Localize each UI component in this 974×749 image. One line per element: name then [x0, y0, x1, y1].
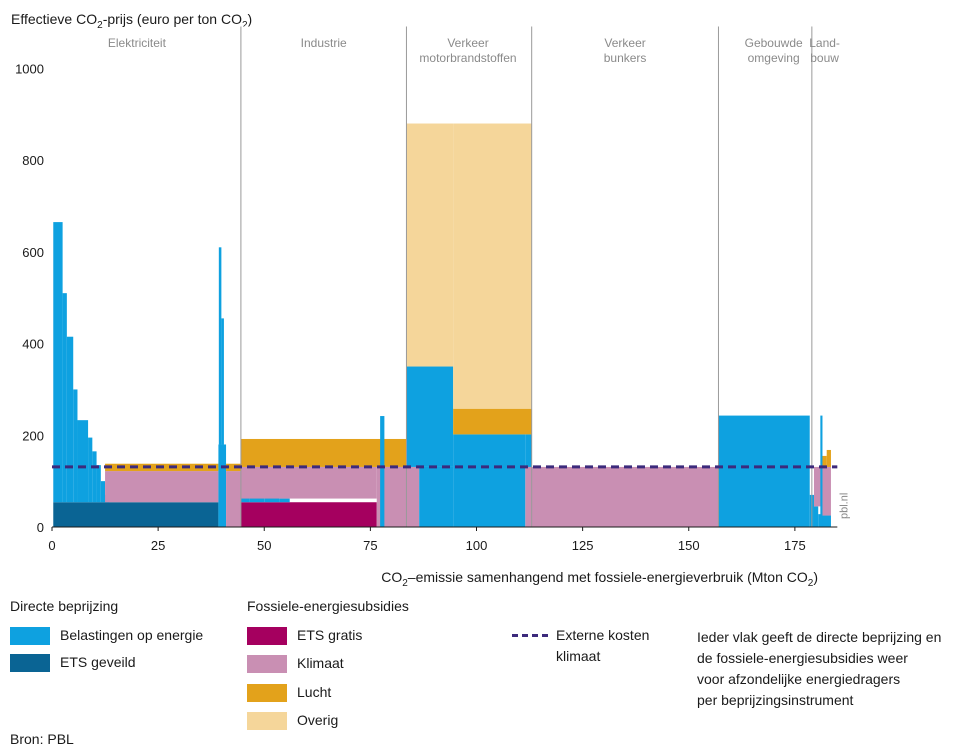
bar-segment-belastingen	[818, 514, 822, 527]
y-tick-label: 400	[22, 337, 44, 352]
bar-segment-belastingen	[821, 515, 831, 527]
legend-label-externe-kosten-2: klimaat	[556, 648, 601, 664]
bar-segment-belastingen	[419, 466, 454, 527]
source-label: Bron: PBL	[10, 731, 74, 747]
bar-segment-klimaat	[105, 471, 219, 503]
bar-segment-klimaat	[531, 466, 719, 527]
note-line: de fossiele-energiesubsidies weer	[697, 650, 908, 666]
sector-label-gebouwde-omgeving: Gebouwde	[745, 36, 803, 50]
bar-segment-belastingen	[92, 451, 97, 503]
legend-label-externe-kosten-1: Externe kosten	[556, 627, 650, 643]
x-axis-title: CO2–emissie samenhangend met fossiele-en…	[381, 569, 818, 589]
bar-segment-belastingen	[279, 498, 290, 503]
bar-segment-lucht	[821, 455, 827, 467]
legend-fossiel-title: Fossiele-energiesubsidies	[247, 598, 409, 614]
x-tick-label: 0	[48, 538, 55, 553]
axes: 0 25 50 75 100 125 150 175 0 200 400 600 800 1000	[15, 62, 838, 553]
bar-segment-belastingen	[77, 420, 89, 503]
y-axis-title: Effectieve CO2-prijs (euro per ton CO2)	[11, 11, 252, 31]
explanatory-note: Ieder vlak geeft de directe beprijzing e…	[697, 627, 974, 711]
y-tick-label: 800	[22, 153, 44, 168]
sector-label-industrie: Industrie	[301, 36, 347, 50]
legend-label-belastingen: Belastingen op energie	[60, 627, 204, 643]
note-line: per beprijzingsinstrument	[697, 692, 854, 708]
legend-label-klimaat: Klimaat	[297, 655, 344, 671]
x-tick-label: 150	[678, 538, 700, 553]
sector-label-landbouw: bouw	[810, 51, 839, 65]
bar-segment-ets-geveild	[53, 502, 219, 527]
bar-segment-belastingen	[218, 247, 222, 445]
bar-segment-overig	[406, 123, 454, 367]
bar-segment-belastingen	[453, 434, 526, 527]
sector-label-landbouw: Land-	[809, 36, 840, 50]
bar-segment-belastingen	[221, 318, 224, 445]
sector-background	[531, 26, 719, 527]
bar-segment-belastingen	[100, 481, 106, 503]
bar-segment-lucht	[453, 408, 532, 435]
sector-separators	[240, 26, 813, 527]
sector-background	[811, 26, 838, 527]
bar-segment-klimaat	[406, 466, 420, 527]
y-tick-label: 600	[22, 245, 44, 260]
y-tick-label: 1000	[15, 62, 44, 77]
y-tick-label: 0	[37, 520, 44, 535]
chart: Effectieve CO2-prijs (euro per ton CO2) …	[11, 11, 850, 589]
legend-swatch-klimaat	[247, 655, 287, 673]
x-tick-label: 25	[151, 538, 165, 553]
watermark: pbl.nl	[838, 493, 850, 519]
legend-directe-title: Directe beprijzing	[10, 598, 119, 614]
x-tick-label: 100	[466, 538, 488, 553]
bar-segment-belastingen	[525, 434, 532, 467]
bar-segment-klimaat	[821, 466, 831, 516]
legend-swatch-ets-geveild	[10, 654, 50, 672]
bar-segment-belastingen	[96, 465, 101, 503]
legend-swatch-externe-kosten	[512, 634, 548, 637]
sector-label-verkeer-bunkers: bunkers	[604, 51, 647, 65]
bar-segment-belastingen	[406, 366, 454, 467]
bar-segment-ets-gratis	[240, 502, 377, 527]
legend-label-lucht: Lucht	[297, 684, 332, 700]
note-line: voor afzondelijke energiedragers	[697, 671, 901, 687]
sector-label-verkeer-bunkers: Verkeer	[604, 36, 645, 50]
sector-label-verkeer-motor: motorbrandstoffen	[419, 51, 516, 65]
bar-segment-belastingen	[718, 415, 810, 527]
bar-segment-klimaat	[240, 466, 377, 499]
x-tick-label: 125	[572, 538, 594, 553]
bar-segment-lucht	[240, 438, 407, 467]
y-tick-label: 200	[22, 428, 44, 443]
bar-segment-lucht	[226, 463, 241, 472]
bar-segment-belastingen	[218, 444, 227, 527]
bar-segment-klimaat	[813, 466, 822, 507]
sector-label-verkeer-motor: Verkeer	[447, 36, 488, 50]
legend-label-overig: Overig	[297, 712, 339, 728]
legend-label-ets-gratis: ETS gratis	[297, 627, 363, 643]
legend-label-ets-geveild: ETS geveild	[60, 654, 136, 670]
sector-label-gebouwde-omgeving: omgeving	[748, 51, 800, 65]
bar-segment-belastingen	[813, 506, 819, 527]
bar-segment-belastingen	[380, 416, 385, 527]
note-line: Ieder vlak geeft de directe beprijzing e…	[697, 629, 942, 645]
bar-segment-klimaat	[525, 466, 532, 527]
bar-segment-lucht	[826, 449, 831, 467]
bar-segment-overig	[453, 123, 532, 409]
x-tick-label: 175	[784, 538, 806, 553]
legend-swatch-belastingen	[10, 627, 50, 645]
sector-labels: Elektriciteit Industrie Verkeermotorbrands…	[108, 36, 840, 65]
bar-segment-belastingen	[53, 222, 63, 503]
bar-segment-belastingen	[88, 437, 93, 503]
legend-swatch-ets-gratis	[247, 627, 287, 645]
bar-segment-belastingen	[66, 336, 74, 503]
bar-segment-belastingen	[62, 293, 67, 503]
sector-label-elektriciteit: Elektriciteit	[108, 36, 167, 50]
legend-swatch-lucht	[247, 684, 287, 702]
legend-swatch-overig	[247, 712, 287, 730]
bar-segment-belastingen	[73, 389, 78, 503]
x-tick-label: 75	[363, 538, 377, 553]
bar-segment-klimaat	[226, 471, 241, 527]
bars	[53, 123, 831, 527]
bar-segment-belastingen	[820, 415, 823, 527]
x-tick-label: 50	[257, 538, 271, 553]
